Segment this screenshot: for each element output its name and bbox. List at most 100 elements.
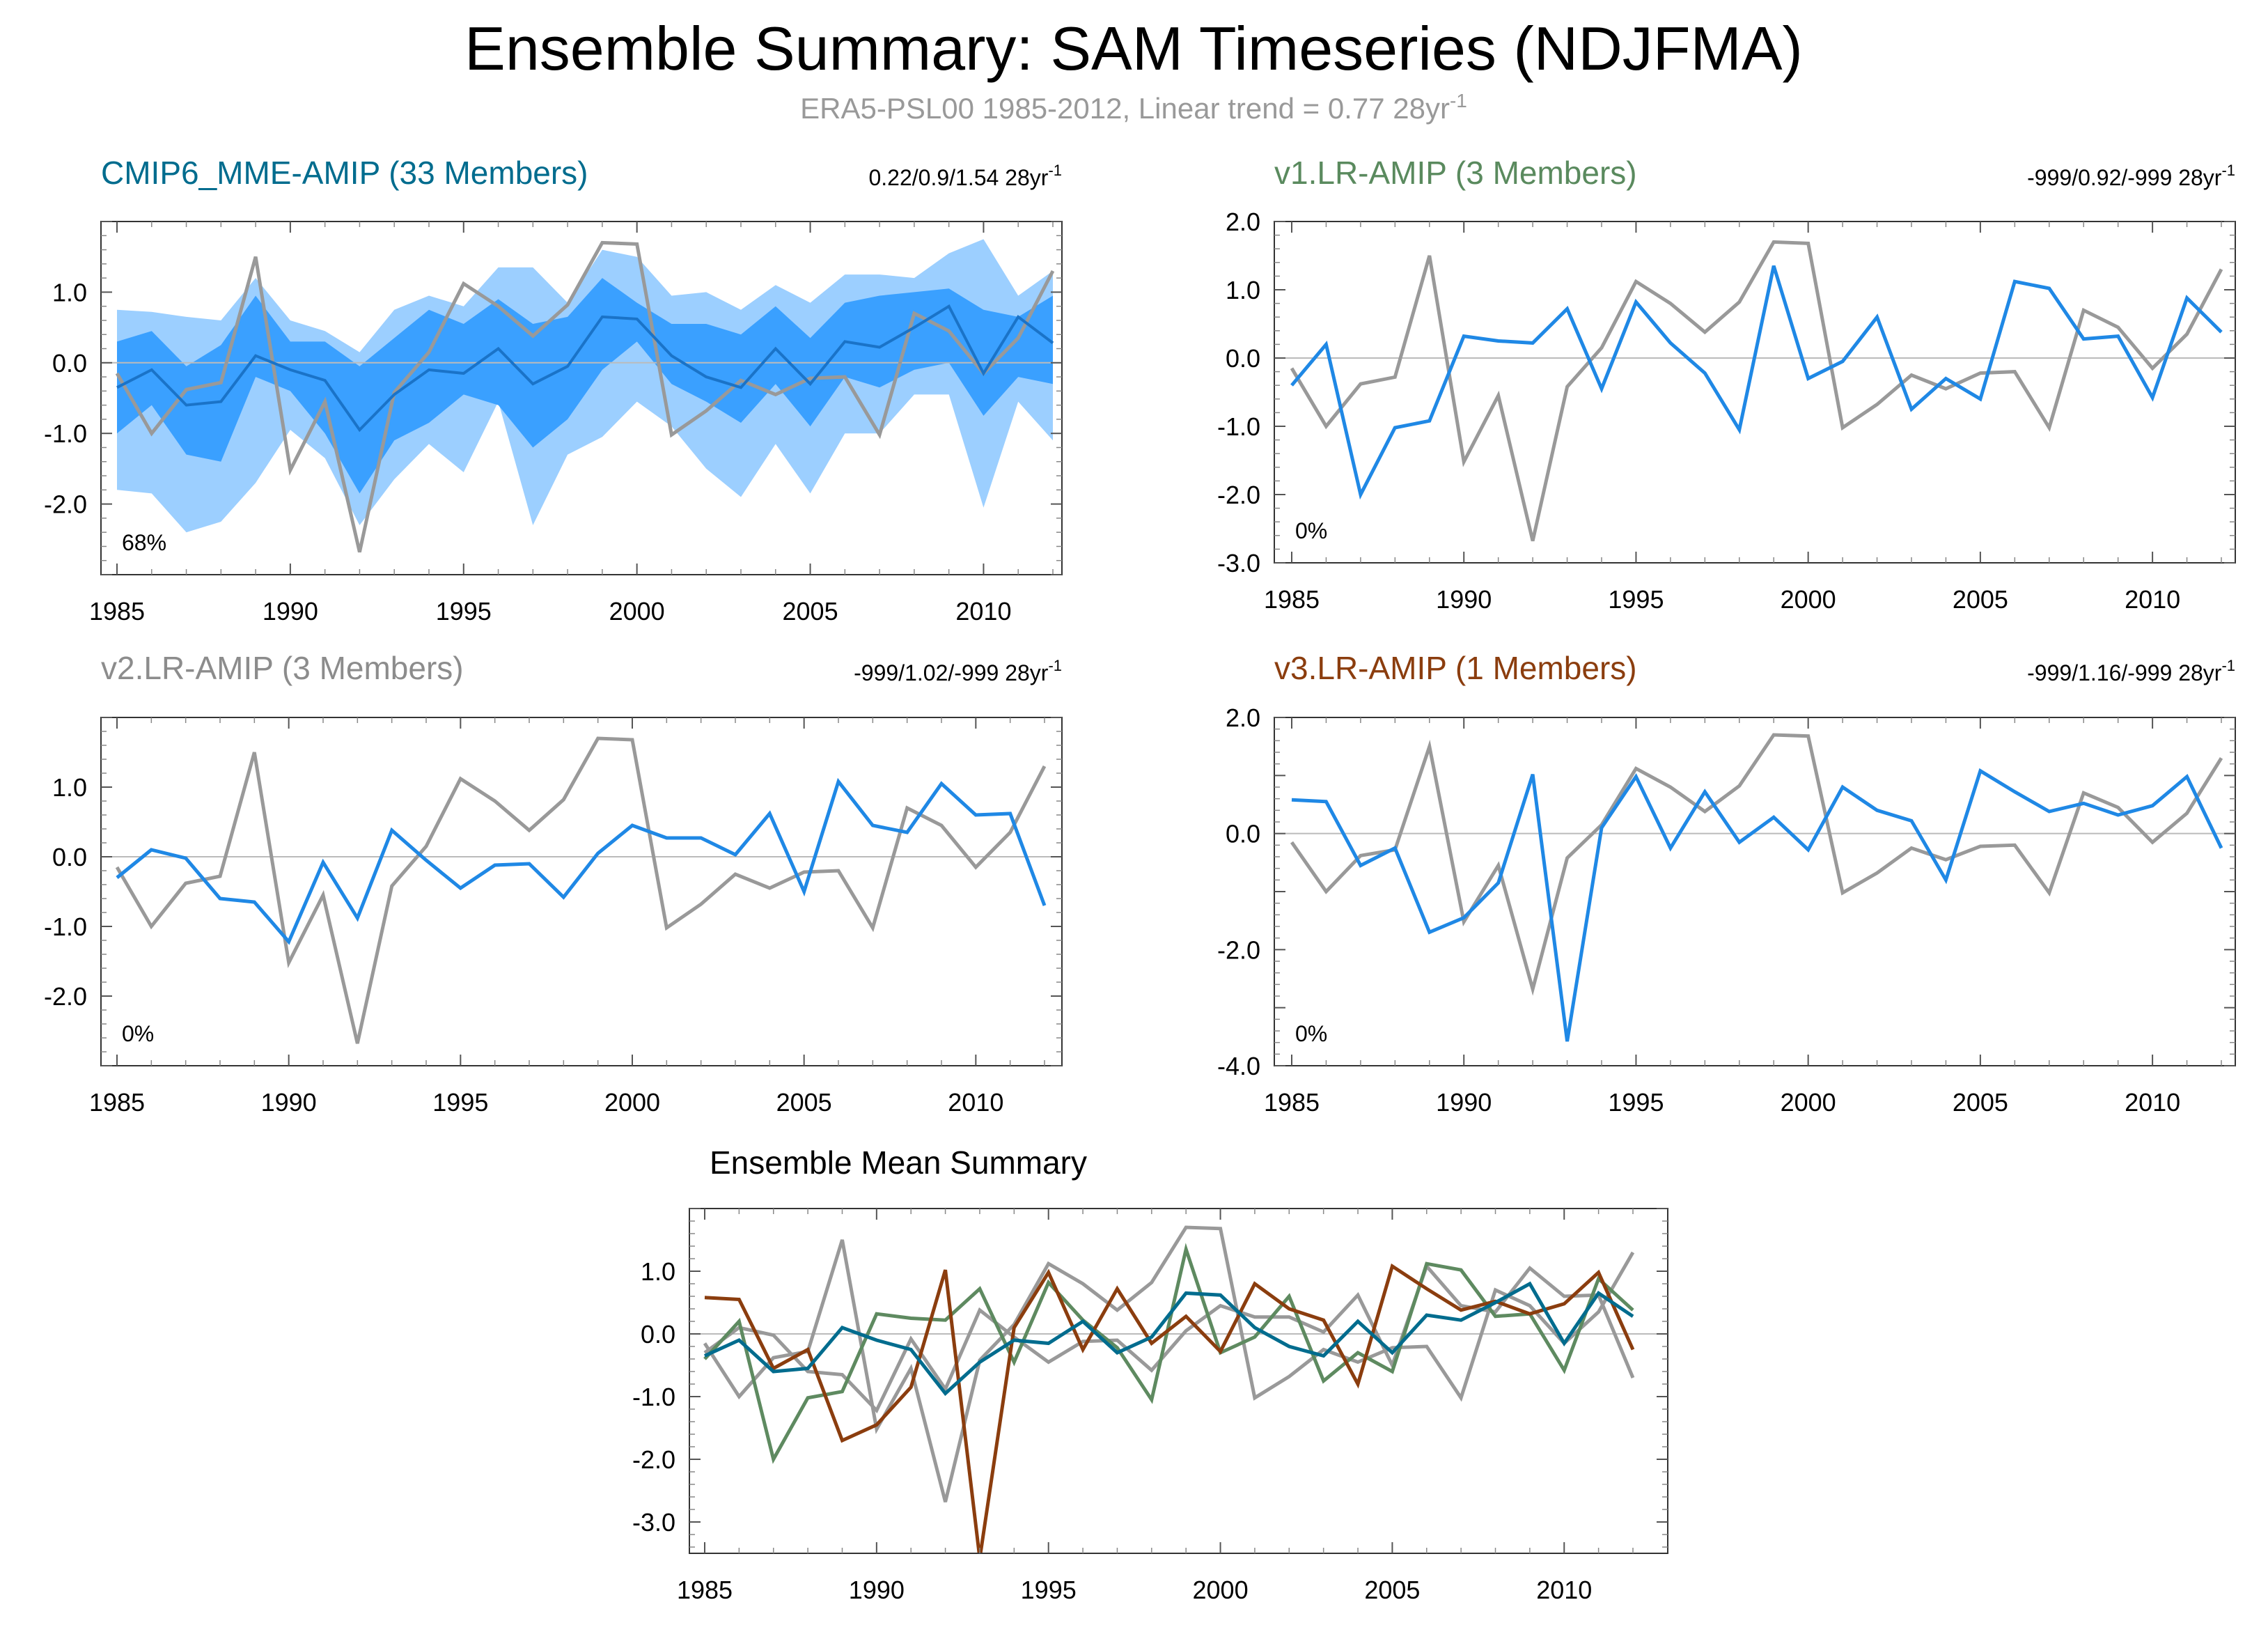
x-tick-label: 2000 <box>1193 1576 1249 1604</box>
plot-area <box>1274 733 2235 1042</box>
x-tick-label: 1990 <box>1436 585 1492 614</box>
trend-value: -999/1.16/-999 28yr <box>2027 660 2222 685</box>
series-line-member <box>1291 768 2223 1042</box>
x-tick-label: 2000 <box>1781 1088 1836 1117</box>
x-tick-label: 1990 <box>261 1088 317 1117</box>
plot-area <box>101 239 1062 553</box>
x-tick-label: 1995 <box>436 597 492 626</box>
trend-superscript: -1 <box>1048 657 1062 674</box>
y-tick-label: -2.0 <box>44 490 87 519</box>
y-tick-label: -3.0 <box>632 1508 675 1537</box>
y-tick-label: 1.0 <box>641 1257 675 1286</box>
series-line-obs <box>1290 733 2223 996</box>
trend-superscript: -1 <box>1048 162 1062 179</box>
percent-label: 0% <box>122 1021 154 1046</box>
y-tick-label: -3.0 <box>1217 549 1260 577</box>
figure-subtitle: ERA5-PSL00 1985-2012, Linear trend = 0.7… <box>800 90 1467 125</box>
y-tick-label: 0.0 <box>1226 344 1260 373</box>
panel-title: Ensemble Mean Summary <box>710 1144 1087 1181</box>
trend-superscript: -1 <box>2221 162 2235 179</box>
y-tick-label: 0.0 <box>52 843 87 871</box>
x-tick-label: 2005 <box>776 1088 832 1117</box>
percent-label: 68% <box>122 530 166 555</box>
trend-label: -999/1.02/-999 28yr-1 <box>854 657 1062 685</box>
series-line-mean_v3 <box>704 1263 1635 1553</box>
x-tick-label: 1985 <box>1264 1088 1320 1117</box>
x-tick-label: 1995 <box>1021 1576 1077 1604</box>
x-tick-label: 2005 <box>1953 1088 2008 1117</box>
x-tick-label: 2005 <box>783 597 838 626</box>
subtitle-text: ERA5-PSL00 1985-2012, Linear trend = 0.7… <box>800 92 1450 125</box>
series-line-mean_v2 <box>703 1262 1635 1414</box>
y-tick-label: -2.0 <box>632 1445 675 1474</box>
series-line-mean_cmip6 <box>703 1281 1634 1397</box>
trend-value: 0.22/0.9/1.54 28yr <box>868 165 1048 190</box>
y-tick-label: -1.0 <box>44 912 87 941</box>
y-tick-label: 0.0 <box>641 1320 675 1349</box>
series-line-mme_mean <box>116 304 1054 433</box>
y-tick-label: 0.0 <box>52 349 87 378</box>
y-tick-label: 0.0 <box>1226 820 1260 848</box>
x-tick-label: 2010 <box>2125 585 2180 614</box>
y-tick-label: 2.0 <box>1226 208 1260 236</box>
x-tick-label: 2010 <box>1536 1576 1592 1604</box>
figure-title: Ensemble Summary: SAM Timeseries (NDJFMA… <box>464 14 1803 83</box>
x-tick-label: 2010 <box>2125 1088 2180 1117</box>
panel-title: v3.LR-AMIP (1 Members) <box>1274 650 1637 686</box>
y-tick-label: 1.0 <box>52 278 87 306</box>
x-tick-label: 2010 <box>948 1088 1003 1117</box>
x-tick-label: 2000 <box>604 1088 660 1117</box>
chart-panel-4: v3.LR-AMIP (1 Members) -999/1.16/-999 28y… <box>1217 650 2236 1117</box>
series-line-obs <box>115 736 1047 1044</box>
percent-label: 0% <box>1295 518 1327 543</box>
trend-value: -999/0.92/-999 28yr <box>2027 165 2222 190</box>
panel-title: CMIP6_MME-AMIP (33 Members) <box>101 155 588 191</box>
chart-panel-3: v2.LR-AMIP (3 Members) -999/1.02/-999 28y… <box>44 650 1063 1117</box>
x-tick-label: 1985 <box>89 597 145 626</box>
x-tick-label: 1990 <box>263 597 318 626</box>
chart-panel-5: Ensemble Mean Summary 1985 1990 1995 2000 200… <box>632 1144 1668 1604</box>
plot-area <box>1274 240 2235 542</box>
plot-area <box>101 736 1062 1044</box>
y-tick-label: -2.0 <box>1217 481 1260 509</box>
chart-panel-2: v1.LR-AMIP (3 Members) -999/0.92/-999 28y… <box>1217 155 2236 614</box>
trend-value: -999/1.02/-999 28yr <box>854 660 1049 685</box>
y-tick-label: -1.0 <box>44 419 87 448</box>
series-line-member <box>1290 265 2223 500</box>
panel-title: v2.LR-AMIP (3 Members) <box>101 650 464 686</box>
trend-label: 0.22/0.9/1.54 28yr-1 <box>868 162 1062 190</box>
y-tick-label: -4.0 <box>1217 1052 1260 1080</box>
plot-frame <box>689 1208 1668 1554</box>
chart-panel-1: CMIP6_MME-AMIP (33 Members) 0.22/0.9/1.54… <box>44 155 1063 626</box>
y-tick-label: -2.0 <box>44 982 87 1011</box>
x-tick-label: 2000 <box>1781 585 1836 614</box>
plot-frame <box>100 717 1063 1066</box>
panel-title: v1.LR-AMIP (3 Members) <box>1274 155 1637 191</box>
plot-frame <box>1274 221 2236 564</box>
series-line-mean_obs <box>703 1225 1635 1502</box>
plot-frame <box>100 221 1063 575</box>
percent-label: 0% <box>1295 1021 1327 1046</box>
x-tick-label: 1995 <box>1608 1088 1664 1117</box>
series-line-mean_v1 <box>703 1243 1634 1464</box>
x-tick-label: 1985 <box>89 1088 145 1117</box>
x-tick-label: 2000 <box>609 597 665 626</box>
x-tick-label: 2005 <box>1364 1576 1420 1604</box>
series-line-obs <box>1290 240 2223 542</box>
subtitle-superscript: -1 <box>1450 90 1467 111</box>
y-tick-label: 1.0 <box>52 773 87 802</box>
y-tick-label: 1.0 <box>1226 276 1260 304</box>
trend-label: -999/0.92/-999 28yr-1 <box>2027 162 2235 190</box>
plot-frame <box>1274 717 2236 1066</box>
series-line-member <box>116 777 1047 945</box>
panels: CMIP6_MME-AMIP (33 Members) 0.22/0.9/1.54… <box>44 155 2236 1604</box>
trend-superscript: -1 <box>2221 657 2235 674</box>
y-tick-label: 2.0 <box>1226 704 1260 732</box>
x-tick-label: 2010 <box>955 597 1011 626</box>
x-tick-label: 1995 <box>432 1088 488 1117</box>
y-tick-label: -2.0 <box>1217 935 1260 964</box>
x-tick-label: 1995 <box>1608 585 1664 614</box>
x-tick-label: 1990 <box>1436 1088 1492 1117</box>
x-tick-label: 1990 <box>849 1576 905 1604</box>
